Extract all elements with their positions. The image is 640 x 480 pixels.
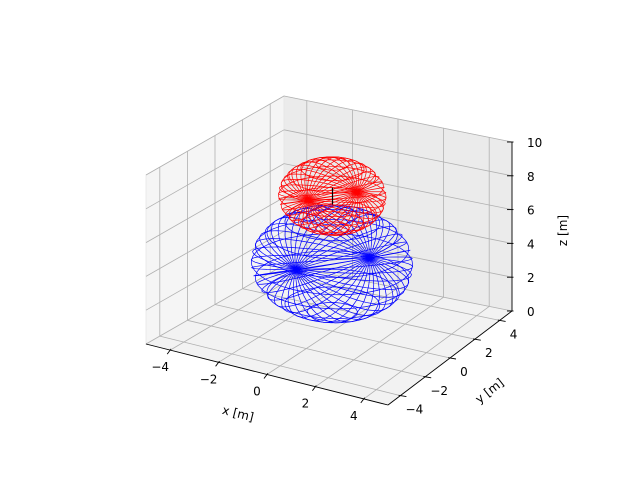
grid-y-floor [270, 272, 500, 321]
y-tick-label: 2 [485, 346, 493, 360]
x-tick-mark [312, 385, 317, 391]
z-tick-label: 6 [527, 204, 535, 218]
grid-z-backwall [283, 163, 513, 210]
y-tick-mark [398, 394, 407, 398]
x-tick-label: −2 [200, 372, 218, 386]
grid-z-leftwall [145, 230, 285, 311]
grid-y-floor [242, 288, 475, 340]
grid-y-floor [159, 335, 401, 396]
grid-z-leftwall [145, 163, 285, 243]
sphere-parallel [254, 250, 410, 310]
x-tick-label: 2 [302, 397, 310, 411]
grid-z-leftwall [145, 264, 285, 345]
x-tick-label: −4 [151, 360, 169, 374]
grid-y-floor [187, 319, 426, 378]
x-tick-mark [263, 373, 269, 379]
wireframe-spheres [250, 156, 414, 324]
z-tick-label: 8 [527, 170, 535, 184]
y-tick-mark [472, 338, 481, 341]
y-tick-label: 4 [510, 327, 518, 341]
grid-lines [145, 95, 513, 400]
z-axis-label: z [m] [556, 215, 570, 246]
z-tick-label: 2 [527, 271, 535, 285]
sphere-1 [278, 156, 387, 236]
x-tick-mark [215, 360, 220, 367]
sphere-parallel [280, 187, 384, 227]
grid-z-leftwall [145, 95, 285, 176]
y-tick-label: 0 [460, 365, 468, 379]
y-tick-label: −4 [406, 403, 424, 417]
y-tick-mark [448, 357, 457, 360]
sphere-meridian [280, 178, 384, 214]
y-tick-label: −2 [430, 384, 448, 398]
grid-z-backwall [283, 129, 513, 177]
x-tick-mark [360, 397, 366, 404]
x-tick-label: 4 [350, 409, 358, 423]
z-tick-label: 4 [527, 237, 535, 251]
grid-z-leftwall [145, 197, 285, 277]
sphere-meridian [255, 238, 410, 290]
y-tick-mark [423, 376, 432, 379]
z-tick-label: 10 [527, 136, 542, 150]
x-tick-label: 0 [253, 385, 261, 399]
grid-z-leftwall [145, 129, 285, 210]
x-tick-mark [166, 348, 172, 355]
grid-z-backwall [283, 95, 513, 143]
grid-y-floor [214, 304, 451, 359]
z-tick-label: 0 [527, 305, 535, 319]
y-tick-mark [497, 319, 506, 322]
